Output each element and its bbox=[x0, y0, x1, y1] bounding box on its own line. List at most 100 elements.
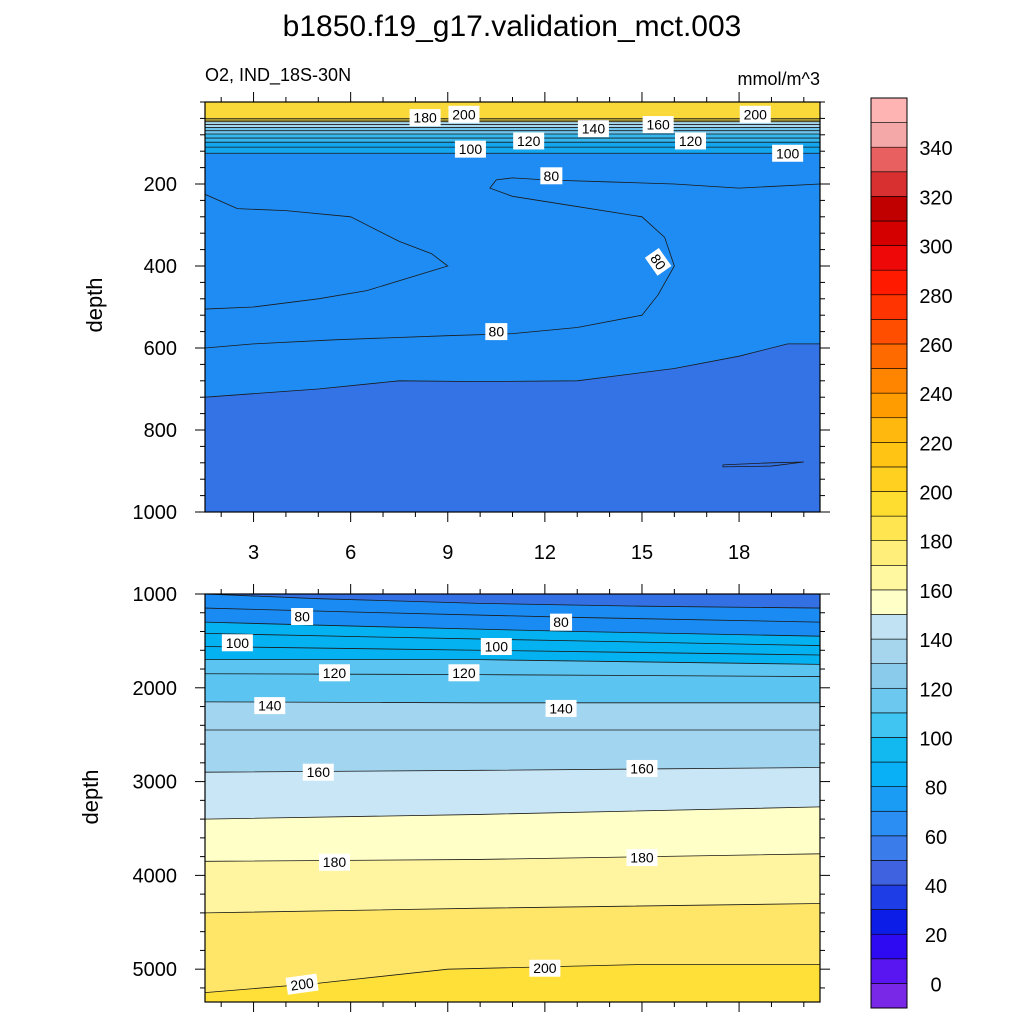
bottom-contour-label-bg-0 bbox=[291, 608, 314, 626]
bottom-contour-180 bbox=[205, 853, 820, 862]
bottom-contour-130 bbox=[205, 673, 820, 677]
bottom-contour-label-7: 140 bbox=[545, 699, 577, 717]
bottom-contour-label-6: 140 bbox=[254, 697, 286, 715]
top-band-100-120 bbox=[205, 141, 820, 154]
colorbar-box-12 bbox=[870, 687, 908, 714]
colorbar-box-25 bbox=[870, 368, 908, 394]
top-contour-label-6: 120 bbox=[675, 132, 707, 150]
bottom-contour-label-13: 200 bbox=[529, 959, 561, 977]
top-contour-label-0: 200 bbox=[448, 105, 480, 123]
top-contour-label-3: 160 bbox=[642, 116, 674, 134]
bottom-contour-70 bbox=[205, 594, 820, 609]
colorbar-box-36 bbox=[870, 97, 908, 123]
top-contour-label-text-3: 160 bbox=[646, 117, 670, 133]
colorbar-box-30 bbox=[870, 245, 908, 271]
bottom-contour-label-10: 180 bbox=[318, 853, 350, 871]
bottom-contour-label-bg-13 bbox=[529, 959, 561, 977]
bottom-contour-label-bg-1 bbox=[550, 613, 573, 631]
top-plot-area: 200 180 200 160 140 120 120 100 100 80 80 80 bbox=[205, 102, 820, 512]
bottom-contour-170 bbox=[205, 806, 820, 820]
bottom-contour-label-text-12: 200 bbox=[289, 975, 315, 994]
top-contour-label-bg-1 bbox=[409, 109, 441, 127]
colorbar-box-32 bbox=[870, 196, 908, 222]
bottom-contour-label-text-5: 120 bbox=[452, 665, 476, 681]
top-contour-label-bg-3 bbox=[642, 116, 674, 134]
colorbar-box-17 bbox=[870, 564, 908, 591]
top-contour-80 bbox=[205, 343, 820, 398]
top-contour-label-bg-2 bbox=[739, 105, 771, 123]
bottom-contour-label-bg-6 bbox=[254, 697, 286, 715]
colorbar-label-300: 300 bbox=[919, 237, 952, 259]
colorbar-label-20: 20 bbox=[925, 925, 947, 947]
bottom-contour-140 bbox=[205, 701, 820, 704]
colorbar-box-29 bbox=[870, 269, 908, 296]
top-panel: 200 180 200 160 140 120 120 100 100 80 80 80 3 6 9 12 15… bbox=[133, 92, 830, 564]
bottom-panel: 80 80 100 100 120 120 140 140 160 160 180 180 200 200… bbox=[133, 584, 830, 1012]
top-contour-label-bg-0 bbox=[448, 105, 480, 123]
top-contour-90-right bbox=[205, 177, 820, 349]
top-contour-label-text-8: 100 bbox=[776, 145, 800, 161]
colorbar-box-18 bbox=[870, 540, 908, 566]
top-ytick-label-400: 400 bbox=[144, 256, 177, 278]
colorbar-box-31 bbox=[870, 220, 908, 246]
bottom-contour-label-text-11: 180 bbox=[630, 850, 654, 866]
colorbar-box-35 bbox=[870, 122, 908, 148]
colorbar-box-26 bbox=[870, 343, 908, 369]
bottom-contour-label-4: 120 bbox=[318, 664, 350, 682]
bottom-ytick-label-4000: 4000 bbox=[133, 865, 178, 887]
bottom-contour-190 bbox=[205, 903, 820, 914]
top-ytick-label-800: 800 bbox=[144, 420, 177, 442]
bottom-contour-label-text-8: 160 bbox=[307, 764, 331, 780]
colorbar-box-21 bbox=[870, 466, 908, 492]
bottom-contour-label-text-4: 120 bbox=[323, 665, 347, 681]
bottom-contour-label-text-0: 80 bbox=[294, 609, 310, 625]
colorbar-label-220: 220 bbox=[919, 433, 952, 455]
top-contour-label-7: 100 bbox=[454, 140, 486, 158]
bottom-contour-label-bg-2 bbox=[221, 634, 253, 652]
top-contour-label-10: 80 bbox=[644, 248, 672, 276]
colorbar-label-100: 100 bbox=[919, 728, 952, 750]
colorbar-box-28 bbox=[870, 294, 908, 320]
bottom-contour-label-5: 120 bbox=[448, 664, 480, 682]
colorbar-box-16 bbox=[870, 589, 908, 615]
colorbar-label-0: 0 bbox=[930, 974, 941, 996]
bottom-contour-label-2: 100 bbox=[221, 634, 253, 652]
colorbar-label-320: 320 bbox=[919, 187, 952, 209]
top-contour-label-bg-7 bbox=[454, 140, 486, 158]
top-xtick-label-3: 3 bbox=[248, 542, 259, 564]
bottom-contour-110 bbox=[205, 646, 820, 656]
bottom-contour-label-8: 160 bbox=[302, 763, 334, 781]
bottom-contour-label-text-9: 160 bbox=[630, 760, 654, 776]
colorbar-box-14 bbox=[870, 638, 908, 664]
top-contour-label-bg-5 bbox=[513, 132, 545, 150]
top-contour-label-4: 140 bbox=[577, 120, 609, 138]
bottom-ytick-label-3000: 3000 bbox=[133, 772, 178, 794]
bottom-contour-label-bg-3 bbox=[480, 638, 512, 656]
colorbar-box-19 bbox=[870, 515, 908, 542]
colorbar-label-80: 80 bbox=[925, 778, 947, 800]
colorbar-box-6 bbox=[870, 835, 908, 861]
colorbar-box-4 bbox=[870, 884, 908, 910]
top-ytick-label-1000: 1000 bbox=[133, 502, 178, 524]
top-xtick-label-6: 6 bbox=[345, 542, 356, 564]
top-contour-label-bg-9 bbox=[540, 167, 563, 185]
colorbar-label-240: 240 bbox=[919, 384, 952, 406]
top-contour-label-1: 180 bbox=[409, 109, 441, 127]
top-xtick-label-9: 9 bbox=[442, 542, 453, 564]
bottom-contour-label-text-10: 180 bbox=[323, 854, 347, 870]
bottom-ytick-label-2000: 2000 bbox=[133, 678, 178, 700]
top-ytick-label-200: 200 bbox=[144, 174, 177, 196]
top-xtick-label-18: 18 bbox=[728, 542, 750, 564]
top-contour-label-text-2: 200 bbox=[744, 106, 768, 122]
bottom-contour-label-bg-11 bbox=[626, 849, 658, 867]
bottom-contour-label-bg-10 bbox=[318, 853, 350, 871]
top-variable-label: O2, IND_18S-30N bbox=[205, 65, 351, 86]
bottom-contour-label-text-3: 100 bbox=[485, 639, 509, 655]
colorbar-label-260: 260 bbox=[919, 335, 952, 357]
top-band-above-200 bbox=[205, 102, 820, 119]
bottom-contour-label-text-6: 140 bbox=[258, 698, 282, 714]
colorbar-label-280: 280 bbox=[919, 286, 952, 308]
bottom-contour-label-text-7: 140 bbox=[549, 700, 573, 716]
bottom-contour-label-bg-7 bbox=[545, 699, 577, 717]
colorbar-box-7 bbox=[870, 810, 908, 837]
